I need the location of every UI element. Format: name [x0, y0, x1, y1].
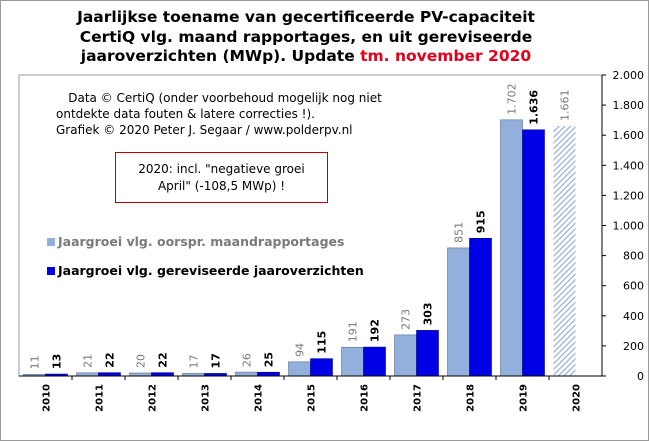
title-line-2: CertiQ vlg. maand rapportages, en uit ge…	[79, 27, 533, 46]
label-revised-2012: 22	[157, 352, 170, 367]
x-tick-label-2016: 2016	[360, 384, 371, 412]
label-original-2010: 11	[29, 355, 42, 369]
legend-swatch-revised	[47, 266, 55, 275]
x-tick-label-2015: 2015	[307, 384, 318, 412]
chart-title: Jaarlijkse toename van gecertificeerde P…	[0, 8, 612, 67]
y-tick-label-200: 200	[623, 340, 644, 353]
bar-original-2020	[553, 126, 576, 376]
y-tick-label-600: 600	[623, 280, 644, 293]
x-tick-label-2017: 2017	[413, 384, 424, 412]
bar-original-2014	[235, 371, 258, 377]
y-tick-label-1200: 1.200	[613, 189, 645, 202]
legend-item-revised: Jaargroei vlg. gereviseerde jaaroverzich…	[47, 263, 364, 278]
label-revised-2010: 13	[51, 354, 64, 369]
y-axis: 0 200 400 600 800 1.000 1.200 1.400 1.600 1.800 2.…	[601, 69, 645, 383]
label-revised-2019: 1.636	[528, 90, 541, 125]
credit-line-1: Data © CertiQ (onder voorbehoud mogelijk…	[68, 91, 382, 105]
title-line-3-text: jaaroverzichten (MWp). Update	[80, 47, 361, 65]
x-tick-label-2019: 2019	[519, 384, 530, 412]
y-tick-label-800: 800	[623, 250, 644, 263]
title-update-date: tm. november 2020	[360, 47, 532, 65]
label-original-2011: 21	[82, 354, 95, 368]
legend-item-original: Jaargroei vlg. oorspr. maandrapportages	[47, 234, 344, 249]
bar-revised-2014	[257, 371, 280, 377]
label-revised-2018: 915	[475, 210, 488, 233]
bar-original-2015	[288, 361, 311, 377]
label-revised-2016: 192	[369, 319, 382, 342]
label-original-2017: 273	[400, 309, 413, 330]
credit-line-2: ontdekte data fouten & latere correcties…	[56, 107, 315, 121]
y-tick-label-1000: 1.000	[613, 220, 645, 233]
bar-revised-2019	[522, 129, 545, 377]
y-tick-label-1800: 1.800	[613, 99, 645, 112]
x-tick-label-2010: 2010	[42, 384, 53, 412]
label-original-2012: 20	[135, 354, 148, 368]
label-original-2018: 851	[453, 222, 466, 243]
y-tick-label-2000: 2.000	[613, 69, 645, 82]
bar-original-2018	[447, 247, 470, 377]
bar-revised-2015	[310, 358, 333, 377]
bar-original-2019	[500, 119, 523, 377]
x-tick-label-2014: 2014	[254, 384, 265, 412]
label-revised-2015: 115	[316, 331, 329, 354]
x-tick-label-2013: 2013	[201, 384, 212, 412]
label-original-2020: 1.661	[559, 90, 572, 122]
x-tick-label-2011: 2011	[95, 384, 106, 412]
credit-line-3: Grafiek © 2020 Peter J. Segaar / www.pol…	[56, 123, 353, 137]
x-tick-label-2012: 2012	[148, 384, 159, 412]
annotation-box: 2020: incl. "negatieve groei April" (-10…	[115, 152, 328, 203]
annotation-line-2: April" (-108,5 MWp) !	[157, 179, 286, 193]
legend-label-original: Jaargroei vlg. oorspr. maandrapportages	[58, 234, 345, 249]
label-revised-2013: 17	[210, 353, 223, 368]
label-revised-2011: 22	[104, 352, 117, 367]
bar-revised-2018	[469, 237, 492, 377]
label-original-2015: 94	[294, 343, 307, 357]
legend-swatch-original	[47, 237, 55, 246]
label-revised-2014: 25	[263, 352, 276, 367]
bars-group	[23, 119, 576, 377]
label-original-2019: 1.702	[506, 83, 519, 115]
label-original-2013: 17	[188, 354, 201, 368]
credit-text: Data © CertiQ (onder voorbehoud mogelijk…	[40, 90, 410, 138]
bar-revised-2017	[416, 330, 439, 377]
bar-original-2017	[394, 334, 417, 377]
x-tick-label-2018: 2018	[466, 384, 477, 412]
bar-revised-2016	[363, 346, 386, 377]
title-line-3: jaaroverzichten (MWp). Update tm. novemb…	[0, 47, 612, 67]
bar-original-2016	[341, 346, 364, 377]
x-axis: 2010 2011 2012 2013 2014 2015 2016 2017 2018 2019…	[19, 375, 602, 412]
y-tick-label-0: 0	[637, 370, 644, 383]
y-tick-label-1600: 1.600	[613, 129, 645, 142]
data-labels-group: 11 13 21 22 20 22 17 17 26 25 94 115 191 192 273 303 851…	[29, 83, 572, 369]
y-tick-label-400: 400	[623, 310, 644, 323]
legend-label-revised: Jaargroei vlg. gereviseerde jaaroverzich…	[58, 263, 364, 278]
label-original-2014: 26	[241, 353, 254, 367]
label-revised-2017: 303	[422, 302, 435, 325]
label-original-2016: 191	[347, 321, 360, 342]
y-tick-label-1400: 1.400	[613, 159, 645, 172]
x-tick-label-2020: 2020	[572, 384, 583, 412]
annotation-line-1: 2020: incl. "negatieve groei	[138, 162, 305, 176]
title-line-1: Jaarlijkse toename van gecertificeerde P…	[77, 8, 535, 26]
